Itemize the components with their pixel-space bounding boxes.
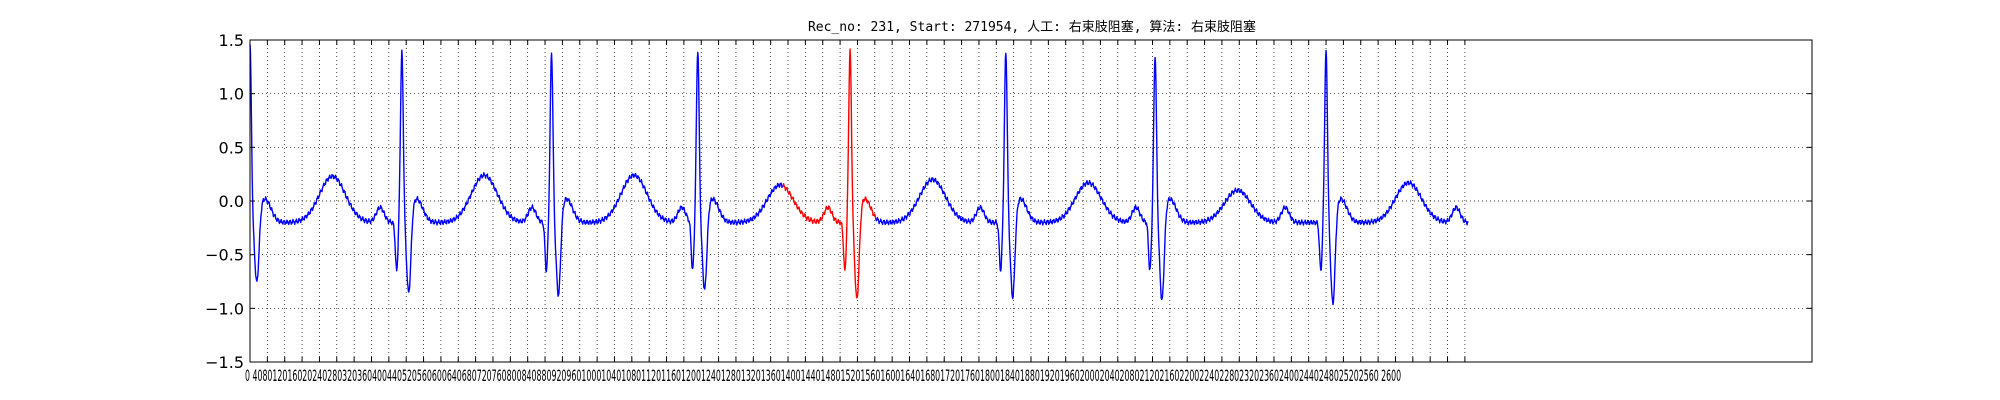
ecg-segment-1 (249, 44, 784, 297)
y-tick-label: −1.5 (205, 353, 244, 372)
y-tick-label: 1.0 (219, 85, 244, 104)
grid-lines (250, 40, 1812, 362)
x-axis: 0 40801201602024028032036040044052056060… (245, 40, 1466, 385)
y-tick-label: 0.5 (219, 138, 244, 157)
x-tick-labels: 0 40801201602024028032036040044052056060… (245, 366, 1401, 385)
ecg-segment-2 (782, 48, 877, 299)
y-tick-label: −1.0 (205, 299, 244, 318)
y-tick-label: 0.0 (219, 192, 244, 211)
y-axis: −1.5 −1.0 −0.5 0.0 0.5 1.0 1.5 (205, 31, 1812, 372)
chart-title: Rec_no: 231, Start: 271954, 人工: 右束肢阻塞, 算… (808, 19, 1256, 35)
ecg-segment-3 (875, 49, 1469, 306)
ecg-traces (249, 44, 1469, 306)
y-tick-label: −0.5 (205, 246, 244, 265)
y-tick-label: 1.5 (219, 31, 244, 50)
